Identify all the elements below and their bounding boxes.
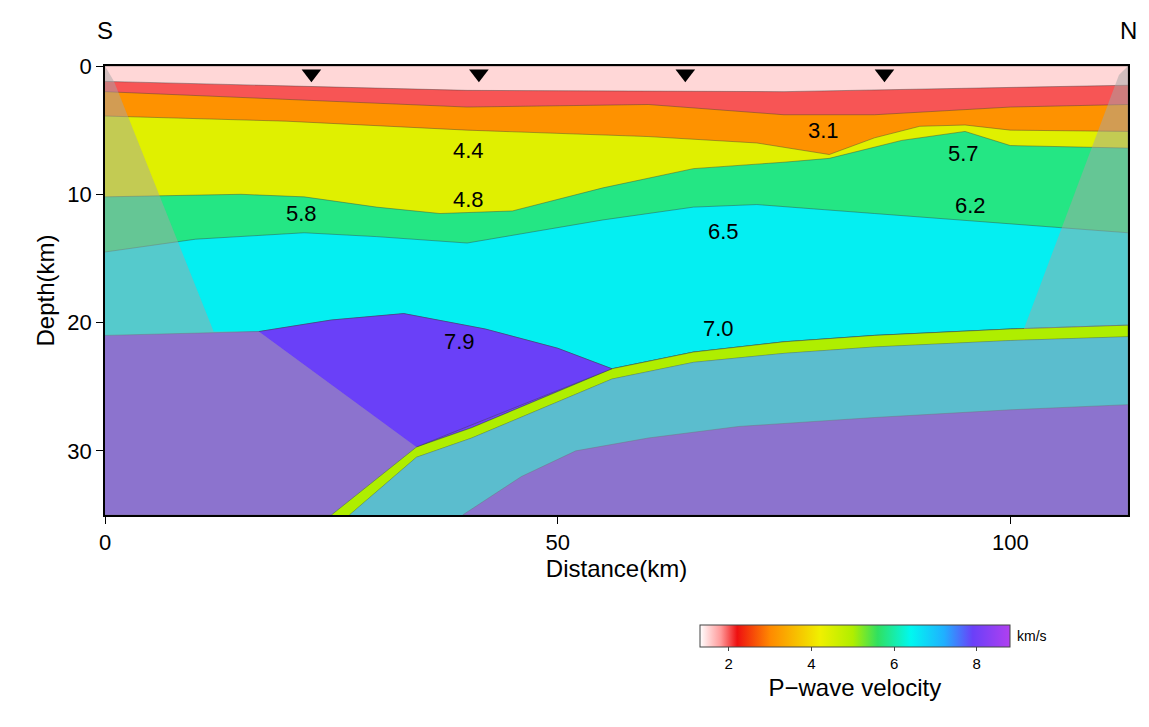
svg-text:6.5: 6.5 bbox=[708, 219, 739, 244]
svg-text:50: 50 bbox=[545, 530, 569, 555]
svg-text:2: 2 bbox=[725, 655, 733, 672]
svg-text:4: 4 bbox=[807, 655, 815, 672]
svg-text:5.8: 5.8 bbox=[286, 201, 317, 226]
svg-text:Distance(km): Distance(km) bbox=[546, 555, 687, 582]
svg-text:100: 100 bbox=[992, 530, 1029, 555]
svg-text:4.4: 4.4 bbox=[453, 138, 484, 163]
svg-text:3.1: 3.1 bbox=[808, 118, 839, 143]
svg-text:km/s: km/s bbox=[1017, 628, 1047, 644]
svg-text:8: 8 bbox=[973, 655, 981, 672]
svg-text:0: 0 bbox=[80, 54, 92, 79]
svg-text:7.9: 7.9 bbox=[444, 329, 475, 354]
svg-text:20: 20 bbox=[67, 310, 91, 335]
svg-text:30: 30 bbox=[67, 439, 91, 464]
svg-text:10: 10 bbox=[67, 182, 91, 207]
svg-text:P−wave velocity: P−wave velocity bbox=[768, 674, 941, 701]
svg-text:N: N bbox=[1120, 17, 1137, 44]
svg-text:6.2: 6.2 bbox=[955, 193, 986, 218]
svg-text:5.7: 5.7 bbox=[948, 141, 979, 166]
svg-text:6: 6 bbox=[890, 655, 898, 672]
svg-text:Depth(km): Depth(km) bbox=[32, 234, 59, 346]
svg-text:0: 0 bbox=[99, 530, 111, 555]
svg-text:S: S bbox=[97, 17, 113, 44]
svg-text:4.8: 4.8 bbox=[453, 187, 484, 212]
svg-text:7.0: 7.0 bbox=[703, 316, 734, 341]
